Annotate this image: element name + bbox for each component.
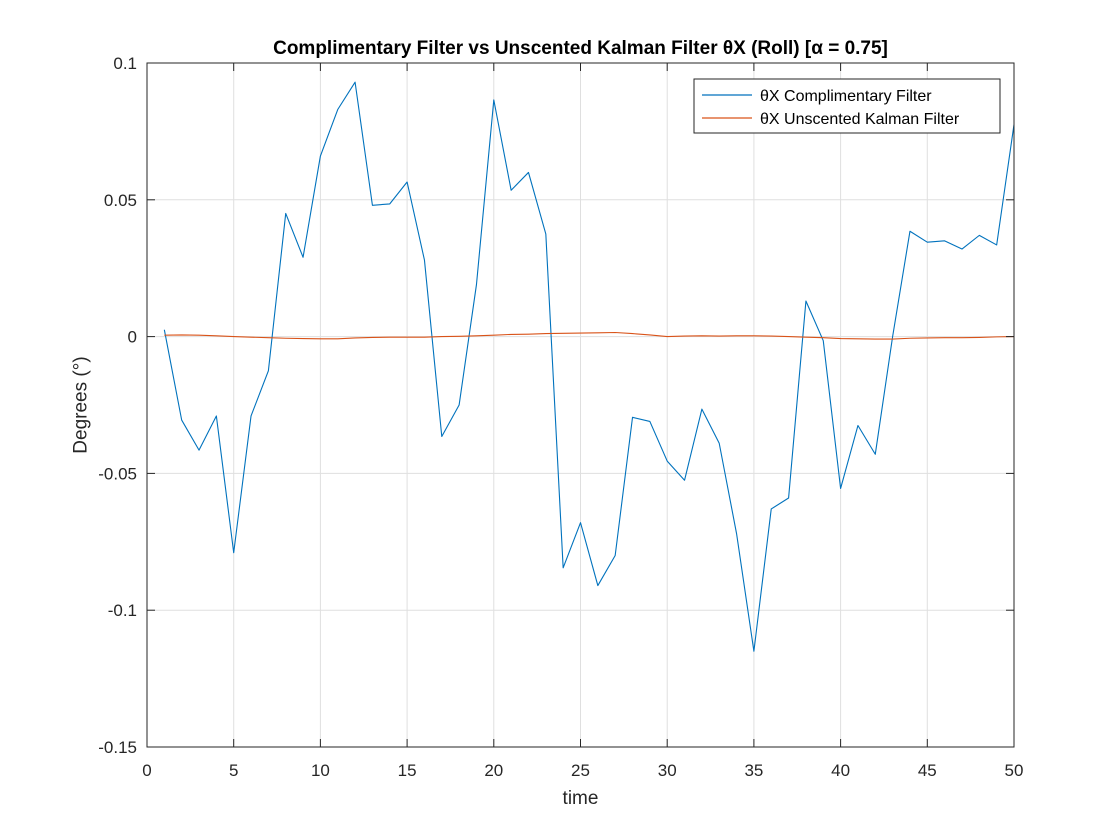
y-tick-label: 0.1 — [113, 54, 137, 73]
series-layer — [163, 81, 1015, 652]
x-tick-label: 0 — [142, 761, 151, 780]
y-tick-label: -0.05 — [98, 464, 137, 483]
legend-entry-ukf: θX Unscented Kalman Filter — [760, 111, 960, 128]
series-line-1 — [164, 331, 1015, 340]
x-tick-label: 45 — [918, 761, 937, 780]
x-tick-label: 35 — [744, 761, 763, 780]
ticks — [146, 62, 1015, 748]
legend-box — [693, 78, 1001, 134]
y-axis-label: Degrees (°) — [71, 356, 92, 453]
x-tick-label: 15 — [398, 761, 417, 780]
y-tick-label: -0.1 — [108, 601, 137, 620]
y-tick-label: -0.15 — [98, 738, 137, 757]
series-line-0 — [163, 81, 1015, 652]
x-tick-label: 30 — [658, 761, 677, 780]
legend: θX Complimentary Filter θX Unscented Kal… — [693, 78, 1001, 134]
y-tick-label: 0 — [128, 328, 137, 347]
x-tick-labels: 0 5 10 15 20 25 30 35 40 45 50 — [142, 761, 1023, 780]
x-tick-label: 10 — [311, 761, 330, 780]
x-tick-label: 50 — [1005, 761, 1024, 780]
y-tick-labels: -0.15 -0.1 -0.05 0 0.05 0.1 — [98, 54, 137, 757]
x-tick-label: 5 — [229, 761, 238, 780]
y-tick-label: 0.05 — [104, 191, 137, 210]
x-tick-label: 40 — [831, 761, 850, 780]
x-axis-label: time — [563, 788, 599, 809]
legend-entry-complimentary: θX Complimentary Filter — [760, 88, 932, 105]
chart-title: Complimentary Filter vs Unscented Kalman… — [273, 38, 888, 59]
x-tick-label: 20 — [484, 761, 503, 780]
x-tick-label: 25 — [571, 761, 590, 780]
